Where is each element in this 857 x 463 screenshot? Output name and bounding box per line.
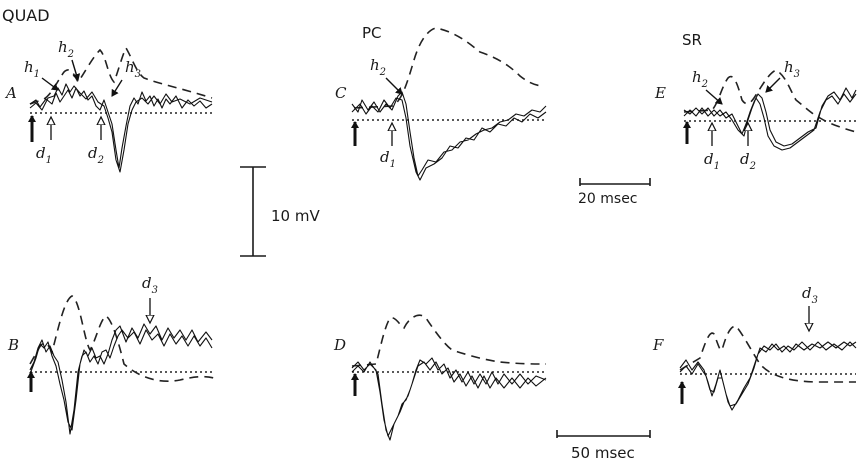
voltage-scale-label: 10 mV [271,207,320,225]
marker-label-h3: h3 [125,58,141,80]
panel-label-f: F [652,336,664,354]
marker-arrow-h3 [111,79,123,97]
panel-label-d: D [333,336,346,354]
panel-c: h2 d1 [351,27,547,181]
panel-b: d3 [27,274,215,435]
marker-label-d1-a: d1 [36,144,52,166]
panel-c-average-dashed [353,27,545,109]
voltage-scale-bar: 10 mV [240,166,320,257]
panel-d-traces [351,357,547,441]
marker-label-h2-c: h2 [370,56,386,78]
time-scale-label-short: 20 msec [578,191,638,207]
panel-label-e: E [654,84,666,102]
panel-c-traces [351,91,547,181]
marker-label-h2: h2 [58,38,74,60]
panel-label-b: B [7,336,19,354]
marker-label-h1: h1 [24,58,40,80]
panel-b-traces [29,323,213,435]
time-scale-label-long: 50 msec [571,444,635,462]
marker-label-d3-b: d3 [142,274,158,296]
group-label-quad: QUAD [2,6,50,25]
marker-arrow-h2-e [705,89,723,105]
panel-f-average-dashed [679,325,856,383]
panel-e: h2 h3 d1 d2 [683,58,857,172]
marker-label-d1-c: d1 [380,148,396,170]
marker-arrow-h1 [41,77,59,91]
panel-f: d3 [678,284,857,411]
marker-arrow-h3-e [765,77,781,93]
panel-d-average-dashed [351,314,547,367]
group-label-pc: PC [362,24,382,42]
marker-label-d1-e: d1 [704,150,720,172]
panel-a-average-dashed [29,46,213,105]
marker-label-d2-e: d2 [740,150,756,172]
time-scale-bar-short: 20 msec [578,178,651,207]
panel-label-c: C [335,84,347,102]
panel-a-traces [29,83,213,173]
time-scale-bar-long: 50 msec [556,430,651,462]
group-label-sr: SR [682,31,702,49]
panel-e-traces [683,87,857,151]
marker-label-d3-f: d3 [802,284,818,306]
panel-e-average-dashed [683,69,857,133]
panel-f-traces [679,341,857,411]
panel-d [351,314,547,441]
marker-arrow-h2-c [385,77,403,95]
marker-label-d2-a: d2 [88,144,104,166]
panel-label-a: A [4,84,17,102]
marker-label-h2-e: h2 [692,68,708,90]
marker-label-h3-e: h3 [784,58,800,80]
panel-a: h1 h2 h3 d1 d2 [24,38,214,173]
marker-arrow-h2 [71,59,81,81]
